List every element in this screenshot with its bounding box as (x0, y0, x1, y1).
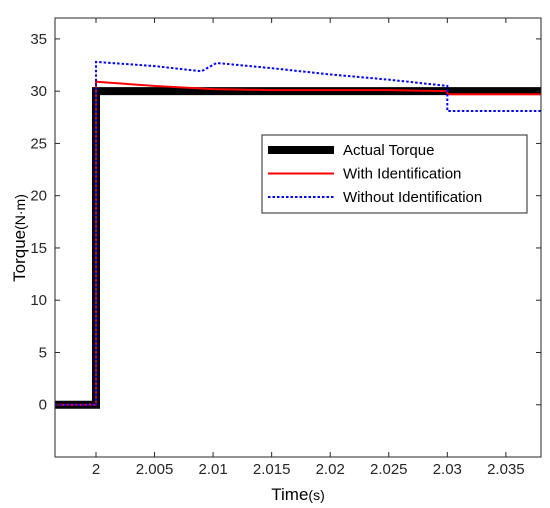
y-tick-label: 0 (39, 397, 47, 414)
legend: Actual Torque With Identification Without … (261, 134, 528, 214)
x-tick-label: 2.03 (433, 461, 462, 478)
plot-frame (54, 17, 542, 458)
y-axis-label: Torque (10, 230, 29, 282)
x-axis-unit: (s) (308, 487, 324, 503)
y-axis-title: Torque(N·m) (10, 194, 29, 282)
y-tick-label: 20 (30, 188, 47, 205)
x-axis-title: Time(s) (271, 485, 324, 504)
legend-label-with-identification: With Identification (343, 166, 461, 183)
y-tick-label: 30 (30, 83, 47, 100)
legend-label-without-identification: Without Identification (343, 189, 482, 206)
x-tick-label: 2.02 (316, 461, 345, 478)
x-axis-label: Time (271, 485, 308, 504)
y-tick-label: 15 (30, 240, 47, 257)
series-line-with-identification (55, 80, 541, 406)
ticks-layer: 2 2.005 2.01 2.015 2.02 2.025 2.03 2.035 0 5 10 15 2… (30, 18, 541, 478)
legend-items: Actual Torque With Identification Without … (268, 142, 482, 206)
y-tick-label: 10 (30, 292, 47, 309)
x-tick-label: 2.015 (253, 461, 291, 478)
x-tick-label: 2.035 (487, 461, 525, 478)
x-tick-label: 2.005 (136, 461, 174, 478)
y-tick-label: 5 (39, 344, 47, 361)
y-tick-label: 25 (30, 135, 47, 152)
x-tick-label: 2.025 (370, 461, 408, 478)
legend-label-actual-torque: Actual Torque (343, 142, 434, 159)
series-layer (55, 60, 541, 409)
x-tick-label: 2.01 (198, 461, 227, 478)
x-tick-label: 2 (92, 461, 100, 478)
series-line-without-identification (55, 60, 541, 406)
y-axis-unit: (N·m) (12, 194, 28, 230)
y-tick-label: 35 (30, 31, 47, 48)
